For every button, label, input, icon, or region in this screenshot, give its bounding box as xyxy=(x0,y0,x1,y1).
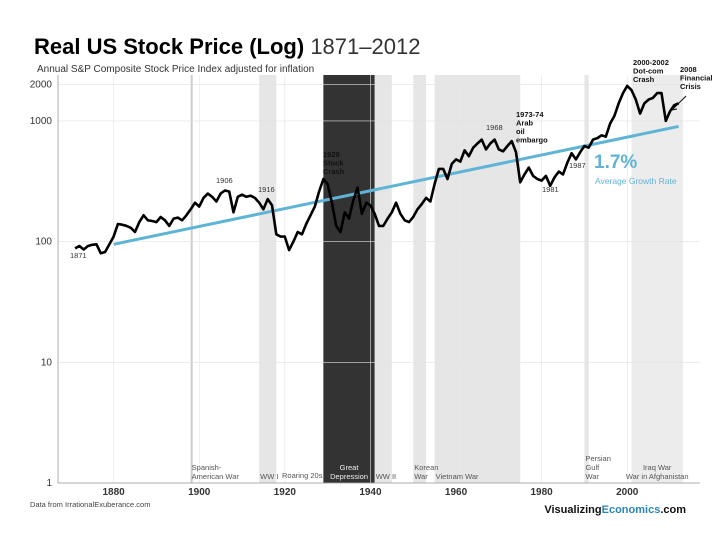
annotation: Crash xyxy=(323,167,345,176)
y-tick-label: 100 xyxy=(35,237,52,248)
annotation: oil xyxy=(516,127,525,136)
event-label: Persian xyxy=(585,454,610,463)
brand-part: Economics xyxy=(602,504,661,516)
y-tick-label: 1 xyxy=(46,478,52,489)
x-tick-label: 1960 xyxy=(445,487,468,498)
annotation: 1871 xyxy=(70,251,87,260)
annotation: 1973-74 xyxy=(516,110,544,119)
annotation: 1937 xyxy=(349,170,366,179)
annotation: Financial xyxy=(680,74,713,83)
annotation: 1968 xyxy=(486,123,503,132)
event-band xyxy=(323,75,375,483)
annotation: 1987 xyxy=(569,161,586,170)
event-band xyxy=(631,75,683,483)
annotation: Crisis xyxy=(680,82,701,91)
chart-title: Real US Stock Price (Log) 1871–2012 xyxy=(34,34,420,59)
x-tick-label: 1980 xyxy=(531,487,554,498)
annotation: Crash xyxy=(633,75,655,84)
annotation: 1929 xyxy=(323,150,340,159)
annotation: Stock xyxy=(323,159,344,168)
trend-label: Average Growth Rate xyxy=(595,176,677,186)
annotation: 2008 xyxy=(680,65,697,74)
event-band xyxy=(413,75,427,483)
annotation: 2000-2002 xyxy=(633,58,669,67)
brand-part: .com xyxy=(660,504,686,516)
event-label: WW II xyxy=(376,472,396,481)
y-tick-label: 2000 xyxy=(30,80,53,91)
title-years: 1871–2012 xyxy=(310,34,420,59)
event-label: Vietnam War xyxy=(436,472,479,481)
event-band xyxy=(259,75,277,483)
event-label: WW I xyxy=(260,472,278,481)
event-band xyxy=(584,75,589,483)
x-tick-label: 1920 xyxy=(274,487,297,498)
event-band xyxy=(374,75,392,483)
event-label: War xyxy=(414,472,428,481)
annotation: Dot-com xyxy=(633,67,664,76)
annotation: embargo xyxy=(516,136,548,145)
brand-part: Visualizing xyxy=(544,504,601,516)
y-tick-label: 1000 xyxy=(30,116,53,127)
x-tick-label: 1880 xyxy=(103,487,126,498)
y-tick-label: 10 xyxy=(41,357,53,368)
brand: VisualizingEconomics.com xyxy=(544,504,686,516)
event-label: Spanish- xyxy=(192,463,222,472)
event-label: Iraq War xyxy=(643,463,672,472)
trend-line xyxy=(113,124,679,246)
annotation: 1906 xyxy=(216,176,233,185)
event-label: Great xyxy=(340,463,360,472)
event-label: Gulf xyxy=(585,463,600,472)
title-main: Real US Stock Price (Log) xyxy=(34,34,304,59)
event-band xyxy=(190,75,193,483)
event-label: War in Afghanistan xyxy=(626,472,689,481)
event-label: Korean xyxy=(414,463,438,472)
trend-rate: 1.7% xyxy=(594,152,637,173)
subtitle: Annual S&P Composite Stock Price Index a… xyxy=(37,64,314,75)
annotation: 1916 xyxy=(258,185,275,194)
event-label: War xyxy=(585,472,599,481)
annotation: Arab xyxy=(516,119,534,128)
event-label: Depression xyxy=(330,472,368,481)
annotation: Roaring 20s xyxy=(282,471,323,480)
price-line xyxy=(74,84,680,255)
event-label: American War xyxy=(192,472,240,481)
x-tick-label: 1940 xyxy=(359,487,382,498)
x-tick-label: 2000 xyxy=(616,487,639,498)
source: Data from IrrationalExuberance.com xyxy=(30,500,150,509)
annotation: 1981 xyxy=(542,185,559,194)
x-tick-label: 1900 xyxy=(188,487,211,498)
arrow xyxy=(671,95,687,111)
event-band xyxy=(434,75,521,483)
